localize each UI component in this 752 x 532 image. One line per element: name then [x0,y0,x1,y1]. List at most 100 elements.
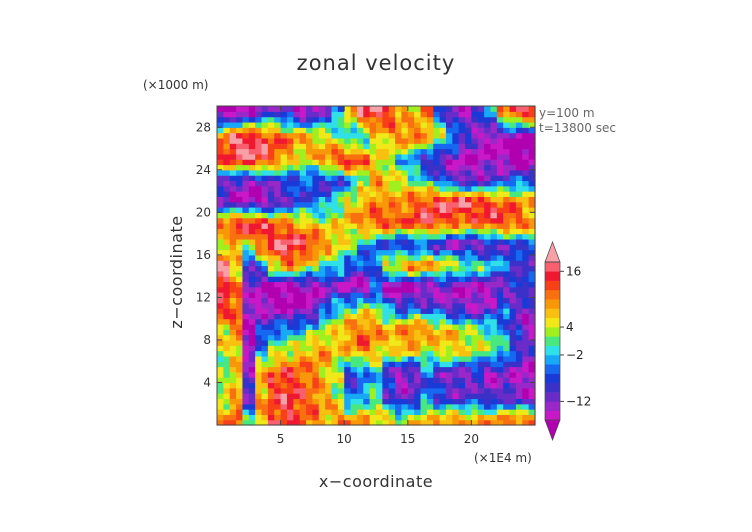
heatmap-cell [267,281,275,288]
heatmap-cell [350,387,358,394]
heatmap-cell [515,281,523,288]
heatmap-cell [509,207,517,213]
heatmap-cell [255,185,263,192]
heatmap-cell [414,361,422,368]
heatmap-cell [401,137,409,144]
heatmap-cell [255,355,263,362]
heatmap-cell [286,409,294,415]
heatmap-cell [433,185,441,192]
heatmap-cell [325,143,333,150]
heatmap-cell [414,212,422,219]
heatmap-cell [452,387,460,394]
heatmap-cell [503,212,511,219]
heatmap-cell [229,169,237,176]
heatmap-cell [465,323,472,330]
heatmap-cell [325,254,333,261]
heatmap-cell [261,159,269,166]
heatmap-cell [433,350,441,357]
heatmap-cell [274,350,282,357]
heatmap-cell [452,175,460,182]
heatmap-cell [496,159,504,166]
heatmap-cell [528,143,536,150]
heatmap-cell [376,153,383,160]
heatmap-cell [458,270,466,277]
heatmap-cell [236,339,244,346]
heatmap-cell [318,276,326,283]
heatmap-cell [490,132,498,139]
heatmap-cell [420,398,428,405]
heatmap-cell [395,419,403,426]
heatmap-cell [223,403,231,410]
heatmap-cell [407,355,415,362]
heatmap-cell [433,403,441,410]
heatmap-cell [318,191,326,197]
heatmap-cell [420,137,428,144]
heatmap-cell [465,249,472,256]
heatmap-cell [515,137,523,144]
heatmap-cell [496,297,504,304]
heatmap-cell [388,286,396,293]
heatmap-cell [312,207,320,213]
heatmap-cell [325,334,333,341]
heatmap-cell [242,159,250,166]
heatmap-cell [490,238,498,245]
heatmap-cell [407,233,415,240]
heatmap-cell [229,350,237,357]
heatmap-cell [433,106,441,112]
heatmap-cell [306,254,313,261]
heatmap-cell [248,361,256,368]
heatmap-cell [395,148,403,155]
heatmap-cell [528,281,536,288]
heatmap-cell [248,175,256,182]
heatmap-cell [445,106,453,112]
heatmap-cell [344,313,352,320]
heatmap-cell [414,313,422,320]
heatmap-cell [318,318,326,325]
heatmap-cell [248,238,256,245]
heatmap-cell [465,127,472,134]
heatmap-cell [496,201,504,208]
heatmap-cell [401,355,409,362]
heatmap-cell [325,403,333,410]
heatmap-cell [363,297,371,304]
heatmap-cell [325,308,333,314]
heatmap-cell [286,366,294,373]
heatmap-cell [267,238,275,245]
heatmap-cell [496,419,504,426]
heatmap-cell [223,414,231,421]
heatmap-cell [318,238,326,245]
heatmap-cell [401,244,409,251]
heatmap-cell [350,308,358,314]
heatmap-cell [458,366,466,373]
heatmap-cell [433,398,441,405]
heatmap-cell [325,297,333,304]
heatmap-cell [376,366,383,373]
heatmap-cell [420,286,428,293]
y-axis-label: z−coordinate [167,215,186,328]
heatmap-cell [299,191,307,197]
heatmap-cell [490,185,498,192]
heatmap-cell [293,212,301,219]
heatmap-cell [344,143,352,150]
heatmap-cell [267,222,275,229]
heatmap-cell [217,207,224,213]
heatmap-cell [293,377,301,384]
heatmap-cell [401,143,409,150]
heatmap-cell [465,228,472,235]
heatmap-cell [306,244,313,251]
heatmap-cell [414,222,422,229]
heatmap-cell [325,276,333,283]
heatmap-cell [344,201,352,208]
heatmap-cell [223,196,231,203]
heatmap-cell [496,382,504,389]
heatmap-cell [280,302,288,309]
heatmap-cell [426,323,434,330]
heatmap-cell [445,153,453,160]
heatmap-cell [286,403,294,410]
heatmap-cell [477,403,485,410]
heatmap-cell [388,127,396,134]
heatmap-cell [439,222,447,229]
heatmap-cell [318,286,326,293]
heatmap-cell [267,323,275,330]
heatmap-cell [337,260,345,267]
